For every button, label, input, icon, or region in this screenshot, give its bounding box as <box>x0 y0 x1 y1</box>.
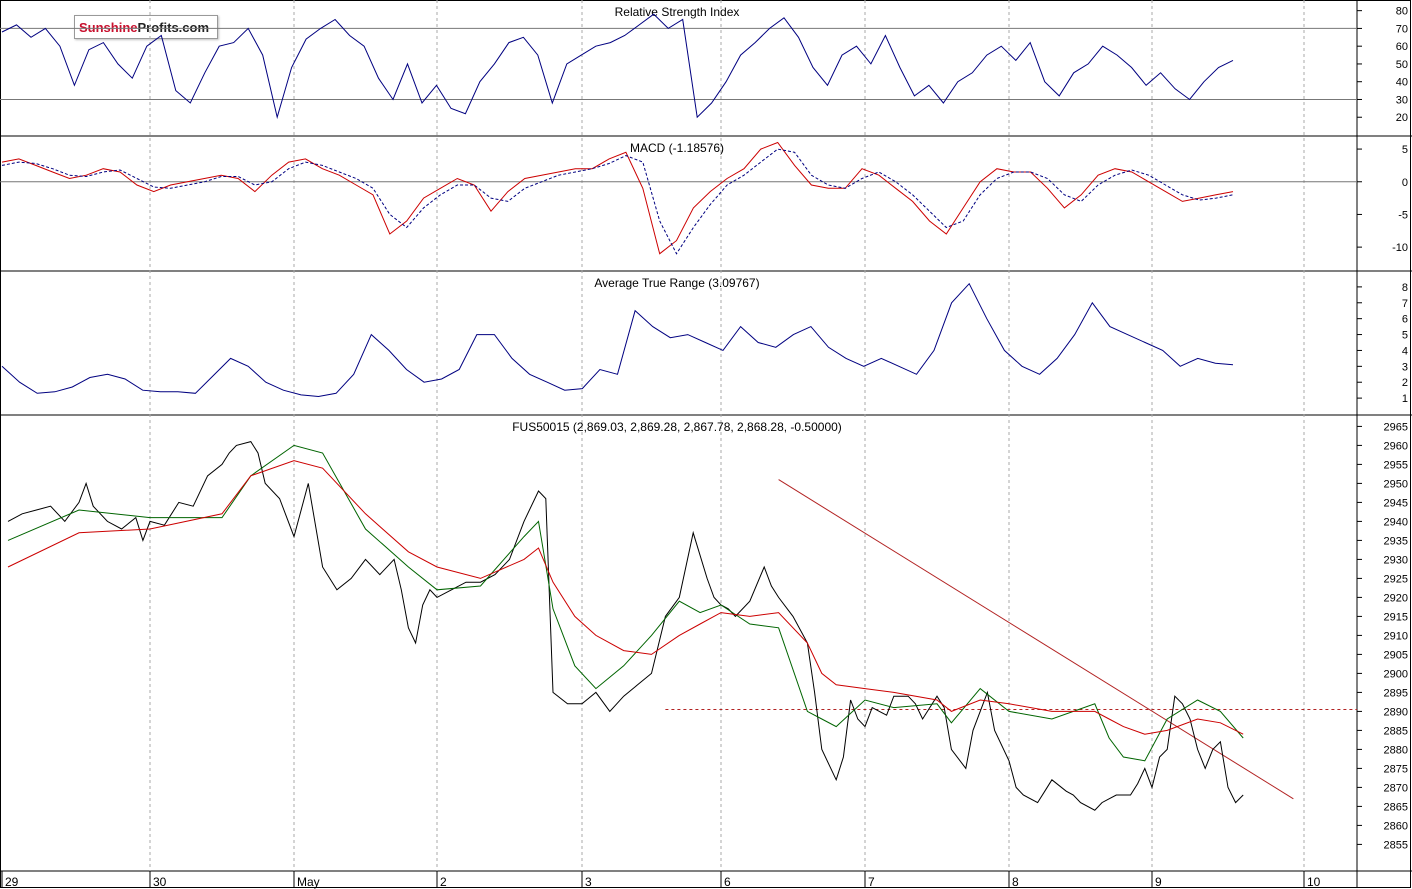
y-tick-label: 4 <box>1402 345 1408 357</box>
y-tick-label: 2915 <box>1384 611 1408 623</box>
y-tick-label: 1 <box>1402 393 1408 405</box>
x-tick-label: 10 <box>1307 875 1321 889</box>
y-tick-label: 30 <box>1396 94 1408 106</box>
x-tick-label: 2 <box>440 875 447 889</box>
y-tick-label: 2925 <box>1384 573 1408 585</box>
sunshine-profits-logo: Sunshine Profits.com <box>74 15 219 39</box>
y-tick-label: 2905 <box>1384 649 1408 661</box>
y-tick-label: 2890 <box>1384 706 1408 718</box>
y-tick-label: 2870 <box>1384 782 1408 794</box>
panel-title: MACD (-1.18576) <box>630 141 724 155</box>
resistance-trendline <box>778 479 1294 800</box>
y-tick-label: 2860 <box>1384 820 1408 832</box>
y-tick-label: 2960 <box>1384 440 1408 452</box>
series-line <box>1 148 1234 255</box>
x-tick-label: 9 <box>1155 875 1162 889</box>
series-line <box>1 282 1234 398</box>
y-tick-label: -5 <box>1398 209 1408 221</box>
y-tick-label: 2940 <box>1384 516 1408 528</box>
x-tick-label: 29 <box>5 875 19 889</box>
y-tick-label: 2900 <box>1384 668 1408 680</box>
y-tick-label: 2930 <box>1384 554 1408 566</box>
panel-title: FUS50015 (2,869.03, 2,869.28, 2,867.78, … <box>512 420 842 434</box>
panel-title: Average True Range (3.09767) <box>594 276 759 290</box>
series-line <box>1 13 1234 120</box>
y-tick-label: 70 <box>1396 23 1408 35</box>
y-tick-label: 2875 <box>1384 763 1408 775</box>
y-tick-label: -10 <box>1392 242 1408 254</box>
y-tick-label: 7 <box>1402 298 1408 310</box>
panel-title: Relative Strength Index <box>615 5 740 19</box>
y-tick-label: 2895 <box>1384 687 1408 699</box>
y-tick-label: 5 <box>1402 144 1408 156</box>
y-tick-label: 6 <box>1402 314 1408 326</box>
y-tick-label: 2945 <box>1384 497 1408 509</box>
y-tick-label: 2935 <box>1384 535 1408 547</box>
y-tick-label: 2920 <box>1384 592 1408 604</box>
x-tick-label: 30 <box>153 875 167 889</box>
y-tick-label: 2950 <box>1384 478 1408 490</box>
y-tick-label: 3 <box>1402 361 1408 373</box>
y-tick-label: 2865 <box>1384 801 1408 813</box>
y-tick-label: 2955 <box>1384 459 1408 471</box>
y-tick-label: 2 <box>1402 377 1408 389</box>
series-line <box>7 441 1244 811</box>
series-line <box>7 444 1244 762</box>
y-tick-label: 8 <box>1402 282 1408 294</box>
series-line <box>7 460 1244 735</box>
y-tick-label: 2885 <box>1384 725 1408 737</box>
logo-part2: Profits.com <box>137 19 210 35</box>
y-tick-label: 2910 <box>1384 630 1408 642</box>
y-tick-label: 40 <box>1396 77 1408 89</box>
y-tick-label: 2965 <box>1384 421 1408 433</box>
y-tick-label: 2855 <box>1384 839 1408 851</box>
y-tick-label: 60 <box>1396 41 1408 53</box>
x-tick-label: 7 <box>868 875 875 889</box>
y-tick-label: 2880 <box>1384 744 1408 756</box>
y-tick-label: 50 <box>1396 59 1408 71</box>
x-tick-label: 3 <box>585 875 592 889</box>
x-tick-label: 8 <box>1012 875 1019 889</box>
x-tick-label: 6 <box>724 875 731 889</box>
y-tick-label: 5 <box>1402 330 1408 342</box>
y-tick-label: 20 <box>1396 112 1408 124</box>
logo-part1: Sunshine <box>79 19 138 35</box>
y-tick-label: 80 <box>1396 6 1408 18</box>
y-tick-label: 0 <box>1402 177 1408 189</box>
x-tick-label: May <box>297 875 320 889</box>
